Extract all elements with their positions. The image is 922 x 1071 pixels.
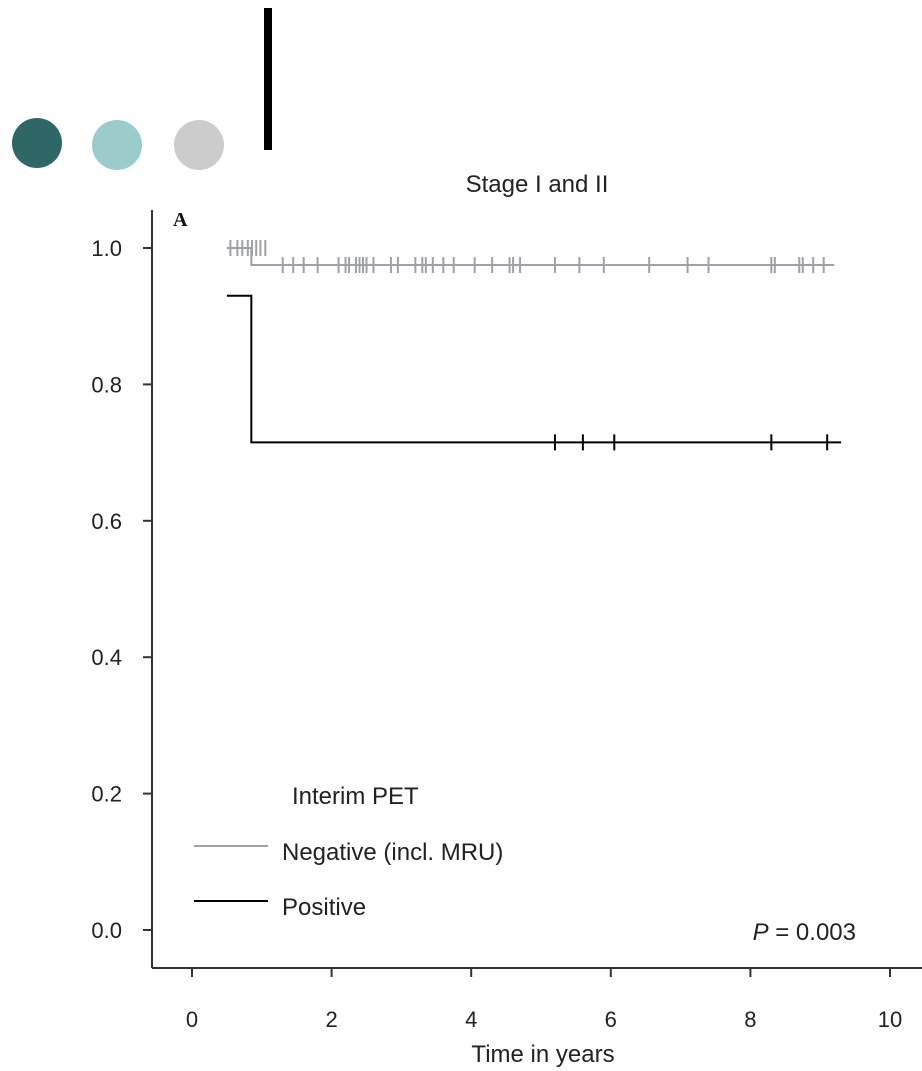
x-tick-label: 2	[325, 1007, 337, 1032]
legend-title: Interim PET	[292, 783, 419, 810]
x-tick-label: 6	[605, 1007, 617, 1032]
x-tick-label: 10	[878, 1007, 902, 1032]
x-tick-label: 0	[186, 1007, 198, 1032]
decorative-dark-circle	[12, 118, 62, 168]
legend-label-negative: Negative (incl. MRU)	[282, 839, 503, 866]
chart-legend: Interim PET Negative (incl. MRU) Positiv…	[194, 783, 503, 921]
y-tick-label: 0.8	[91, 372, 122, 397]
series-layer	[226, 240, 842, 451]
p-value-annotation: P = 0.003	[753, 919, 856, 946]
series-line-positive	[226, 294, 842, 444]
series-line-negative	[226, 247, 835, 267]
decorative-gray-circle	[174, 120, 224, 170]
legend-label-positive: Positive	[282, 894, 366, 921]
chart-title: Stage I and II	[466, 171, 609, 198]
y-tick-label: 0.2	[91, 782, 122, 807]
decorative-teal-circle	[92, 120, 142, 170]
p-value-symbol: P	[753, 919, 769, 946]
panel-label: A	[173, 209, 188, 231]
y-tick-label: 0.0	[91, 918, 122, 943]
chart-axes: 0.0 0.2 0.4 0.6 0.8 1.0 0 2 4 6 8 10	[91, 210, 922, 1032]
decorative-vertical-bar	[264, 8, 272, 150]
p-value-text: = 0.003	[769, 919, 856, 946]
y-tick-label: 0.4	[91, 645, 122, 670]
y-tick-label: 1.0	[91, 236, 122, 261]
x-tick-label: 4	[465, 1007, 477, 1032]
x-tick-label: 8	[744, 1007, 756, 1032]
x-axis-label: Time in years	[471, 1041, 614, 1068]
y-tick-label: 0.6	[91, 509, 122, 534]
